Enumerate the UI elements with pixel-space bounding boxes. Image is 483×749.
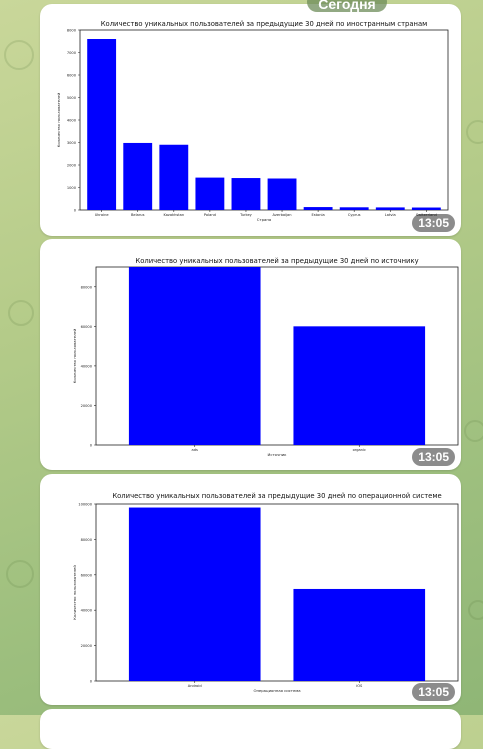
- chart-title: Количество уникальных пользователей за п…: [101, 20, 428, 28]
- wallpaper-doodle: [8, 300, 34, 326]
- x-axis-label: Операционная система: [253, 688, 300, 693]
- y-tick-label: 20000: [81, 644, 93, 648]
- wallpaper-doodle: [468, 600, 483, 620]
- y-tick-label: 7000: [67, 51, 77, 55]
- y-tick-label: 40000: [81, 364, 93, 368]
- y-tick-label: 4000: [67, 119, 77, 123]
- y-tick-label: 0: [74, 209, 77, 213]
- y-tick-label: 80000: [81, 538, 93, 542]
- y-tick-label: 1000: [67, 186, 77, 190]
- wallpaper-doodle: [4, 40, 34, 70]
- next-message-partial[interactable]: [40, 709, 461, 749]
- bar: [303, 207, 333, 210]
- bar: [195, 177, 225, 210]
- y-tick-label: 20000: [81, 404, 93, 408]
- wallpaper-doodle: [6, 560, 34, 588]
- x-tick-label: Kazakhstan: [163, 213, 184, 217]
- bar: [293, 326, 426, 445]
- x-tick-label: Cyprus: [348, 213, 361, 217]
- x-tick-label: organic: [353, 448, 366, 452]
- wallpaper-doodle: [466, 120, 483, 144]
- x-axis-label: Страна: [257, 217, 271, 222]
- chart-countries: Количество уникальных пользователей за п…: [56, 20, 449, 222]
- bar: [339, 207, 369, 210]
- bar: [267, 178, 297, 210]
- y-axis-label: Количество пользователей: [72, 328, 77, 383]
- message-time: 13:05: [412, 683, 455, 701]
- wallpaper-doodle: [464, 420, 483, 442]
- x-tick-label: Poland: [204, 213, 216, 217]
- bar: [293, 588, 426, 681]
- chart-message-countries[interactable]: Количество уникальных пользователей за п…: [40, 4, 461, 236]
- date-separator: Сегодня: [307, 0, 387, 12]
- x-tick-label: ads: [192, 448, 198, 452]
- x-tick-label: Latvia: [385, 213, 396, 217]
- y-tick-label: 0: [90, 680, 93, 684]
- chart-os: Количество уникальных пользователей за п…: [72, 492, 459, 693]
- y-tick-label: 2000: [67, 164, 77, 168]
- y-tick-label: 100000: [78, 503, 92, 507]
- y-tick-label: 60000: [81, 573, 93, 577]
- bar: [123, 142, 153, 210]
- y-tick-label: 0: [90, 444, 93, 448]
- x-axis-label: Источник: [268, 452, 288, 457]
- y-tick-label: 8000: [67, 29, 77, 33]
- bar: [411, 207, 441, 210]
- plot-frame: [95, 503, 459, 682]
- y-tick-label: 6000: [67, 74, 77, 78]
- x-tick-label: Turkey: [239, 213, 253, 217]
- x-tick-label: Ukraine: [95, 213, 110, 217]
- y-tick-label: 3000: [67, 141, 77, 145]
- bar: [231, 178, 261, 210]
- x-tick-label: Estonia: [312, 213, 325, 217]
- y-tick-label: 5000: [67, 96, 77, 100]
- x-tick-label: Azerbaijan: [273, 213, 292, 217]
- x-tick-label: Android: [188, 684, 202, 688]
- bar: [375, 207, 405, 210]
- y-axis-label: Количество пользователей: [72, 565, 77, 620]
- chart-title: Количество уникальных пользователей за п…: [135, 257, 418, 265]
- x-tick-label: Switzerland: [416, 213, 437, 217]
- message-time: 13:05: [412, 448, 455, 466]
- y-tick-label: 80000: [81, 285, 93, 289]
- bar: [87, 39, 117, 210]
- message-time: 13:05: [412, 214, 455, 232]
- bar: [128, 267, 261, 445]
- y-tick-label: 40000: [81, 609, 93, 613]
- chart-title: Количество уникальных пользователей за п…: [112, 492, 441, 500]
- chart-message-os[interactable]: Количество уникальных пользователей за п…: [40, 474, 461, 705]
- bar: [159, 144, 189, 210]
- chart-message-source[interactable]: Количество уникальных пользователей за п…: [40, 239, 461, 470]
- x-tick-label: iOS: [356, 684, 363, 688]
- chart-source: Количество уникальных пользователей за п…: [72, 257, 459, 457]
- x-tick-label: Belarus: [131, 213, 145, 217]
- plot-frame: [95, 266, 459, 446]
- bar: [128, 507, 261, 681]
- y-tick-label: 60000: [81, 325, 93, 329]
- y-axis-label: Количество пользователей: [56, 92, 61, 147]
